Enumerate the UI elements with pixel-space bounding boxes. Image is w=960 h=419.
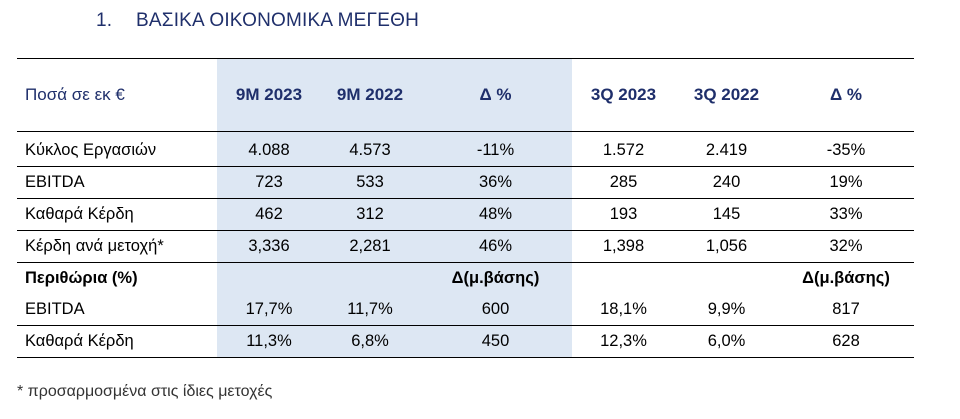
row-label: Καθαρά Κέρδη (17, 198, 217, 231)
section-label: Περιθώρια (%) (25, 269, 138, 287)
table-cell: 3,336 (217, 230, 321, 263)
table-cell: 33% (778, 198, 914, 231)
table-header-row: Ποσά σε εκ € 9M 2023 9M 2022 Δ % 3Q 2023… (17, 58, 914, 132)
table-cell: 2,281 (321, 230, 419, 263)
table-cell: 600 (419, 294, 572, 326)
table-cell: 1,056 (675, 230, 778, 263)
table-row: Καθαρά Κέρδη 11,3% 6,8% 450 12,3% 6,0% 6… (17, 325, 914, 358)
table-cell: 32% (778, 230, 914, 263)
table-row: EBITDA 17,7% 11,7% 600 18,1% 9,9% 817 (17, 294, 914, 326)
table-cell: 4.088 (217, 131, 321, 167)
table-row: Κύκλος Εργασιών 4.088 4.573 -11% 1.572 2… (17, 131, 914, 167)
table-cell: 18,1% (572, 294, 675, 326)
financials-table-container: Ποσά σε εκ € 9M 2023 9M 2022 Δ % 3Q 2023… (17, 58, 914, 358)
table-cell: 1.572 (572, 131, 675, 167)
table-cell: 723 (217, 166, 321, 199)
header-cell-9m-2022: 9M 2022 (321, 58, 419, 132)
section-title: ΒΑΣΙΚΑ ΟΙΚΟΝΟΜΙΚΑ ΜΕΓΕΘΗ (136, 10, 419, 31)
table-cell: 36% (419, 166, 572, 199)
table-cell: 285 (572, 166, 675, 199)
table-row: Κέρδη ανά μετοχή* 3,336 2,281 46% 1,398 … (17, 230, 914, 263)
row-label: EBITDA (17, 294, 217, 326)
table-cell: 9,9% (675, 294, 778, 326)
section-heading: 1. ΒΑΣΙΚΑ ΟΙΚΟΝΟΜΙΚΑ ΜΕΓΕΘΗ (96, 10, 419, 32)
table-cell (217, 262, 321, 294)
header-cell-9m-2023: 9M 2023 (217, 58, 321, 132)
financials-table: Ποσά σε εκ € 9M 2023 9M 2022 Δ % 3Q 2023… (17, 58, 914, 358)
table-cell: -35% (778, 131, 914, 167)
table-cell: 11,7% (321, 294, 419, 326)
table-cell: 6,0% (675, 325, 778, 358)
table-cell: 462 (217, 198, 321, 231)
table-cell: 4.573 (321, 131, 419, 167)
table-cell: 11,3% (217, 325, 321, 358)
table-cell: 817 (778, 294, 914, 326)
table-cell: 193 (572, 198, 675, 231)
header-cell-3q-2023: 3Q 2023 (572, 58, 675, 132)
table-cell: 2.419 (675, 131, 778, 167)
table-cell: 6,8% (321, 325, 419, 358)
table-cell: 48% (419, 198, 572, 231)
table-cell: 533 (321, 166, 419, 199)
table-cell: 312 (321, 198, 419, 231)
section-number: 1. (96, 10, 113, 31)
header-cell-delta-3q: Δ % (778, 58, 914, 132)
header-cell-units: Ποσά σε εκ € (17, 58, 217, 132)
table-cell: 19% (778, 166, 914, 199)
table-cell: 1,398 (572, 230, 675, 263)
table-row: Καθαρά Κέρδη 462 312 48% 193 145 33% (17, 198, 914, 231)
row-label: Καθαρά Κέρδη (17, 325, 217, 358)
row-label: Κέρδη ανά μετοχή* (17, 230, 217, 263)
section-header-row: Περιθώρια (%) Δ(μ.βάσης) Δ(μ.βάσης) (17, 262, 914, 295)
row-label: EBITDA (17, 166, 217, 199)
table-cell: 240 (675, 166, 778, 199)
header-cell-delta-9m: Δ % (419, 58, 572, 132)
table-cell (321, 262, 419, 294)
section-delta-label-9m: Δ(μ.βάσης) (419, 262, 572, 294)
footnote: * προσαρμοσμένα στις ίδιες μετοχές (17, 383, 273, 400)
table-cell: 145 (675, 198, 778, 231)
table-cell: 628 (778, 325, 914, 358)
table-cell (572, 263, 675, 295)
table-cell: 12,3% (572, 325, 675, 358)
table-cell: -11% (419, 131, 572, 167)
section-delta-label-3q: Δ(μ.βάσης) (802, 269, 890, 287)
table-cell: 17,7% (217, 294, 321, 326)
header-cell-3q-2022: 3Q 2022 (675, 58, 778, 132)
row-label: Κύκλος Εργασιών (17, 131, 217, 167)
table-cell: 46% (419, 230, 572, 263)
table-row: EBITDA 723 533 36% 285 240 19% (17, 166, 914, 199)
table-cell: 450 (419, 325, 572, 358)
table-cell (675, 263, 778, 295)
